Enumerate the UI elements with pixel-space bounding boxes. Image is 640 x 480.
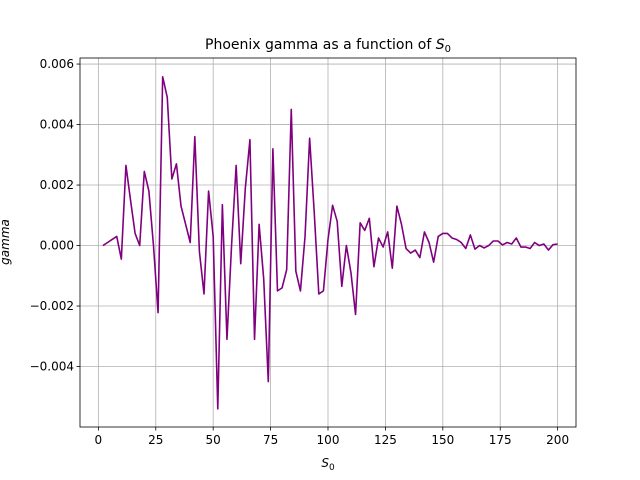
- x-tick-label: 0: [95, 433, 103, 447]
- x-tick-label: 125: [374, 433, 397, 447]
- x-axis-label-main: S: [321, 456, 329, 470]
- y-tick-label: 0.000: [40, 239, 74, 253]
- y-tick-label: −0.004: [30, 360, 74, 374]
- y-axis: −0.004 −0.002 0.000 0.002 0.004 0.006: [30, 57, 80, 374]
- chart-title-symbol: S: [436, 37, 445, 53]
- y-axis-label: gamma: [0, 219, 12, 265]
- gamma-series-line: [102, 75, 558, 410]
- x-tick-label: 100: [317, 433, 340, 447]
- x-tick-label: 175: [489, 433, 512, 447]
- y-tick-label: −0.002: [30, 299, 74, 313]
- chart-title: Phoenix gamma as a function of S0: [205, 37, 451, 55]
- x-axis: 0 25 50 75 100 125 150 175 200: [95, 427, 569, 447]
- x-axis-label-subscript: 0: [329, 463, 335, 473]
- chart-title-prefix: Phoenix gamma as a function of: [205, 37, 436, 53]
- y-tick-label: 0.006: [40, 57, 74, 71]
- x-tick-label: 150: [431, 433, 454, 447]
- series-group: [102, 75, 558, 410]
- x-tick-label: 25: [148, 433, 163, 447]
- x-axis-label: S0: [321, 456, 335, 473]
- y-tick-label: 0.002: [40, 178, 74, 192]
- x-tick-label: 50: [206, 433, 221, 447]
- x-tick-label: 200: [546, 433, 569, 447]
- y-tick-label: 0.004: [40, 118, 74, 132]
- x-tick-label: 75: [263, 433, 278, 447]
- chart-title-subscript: 0: [445, 44, 451, 55]
